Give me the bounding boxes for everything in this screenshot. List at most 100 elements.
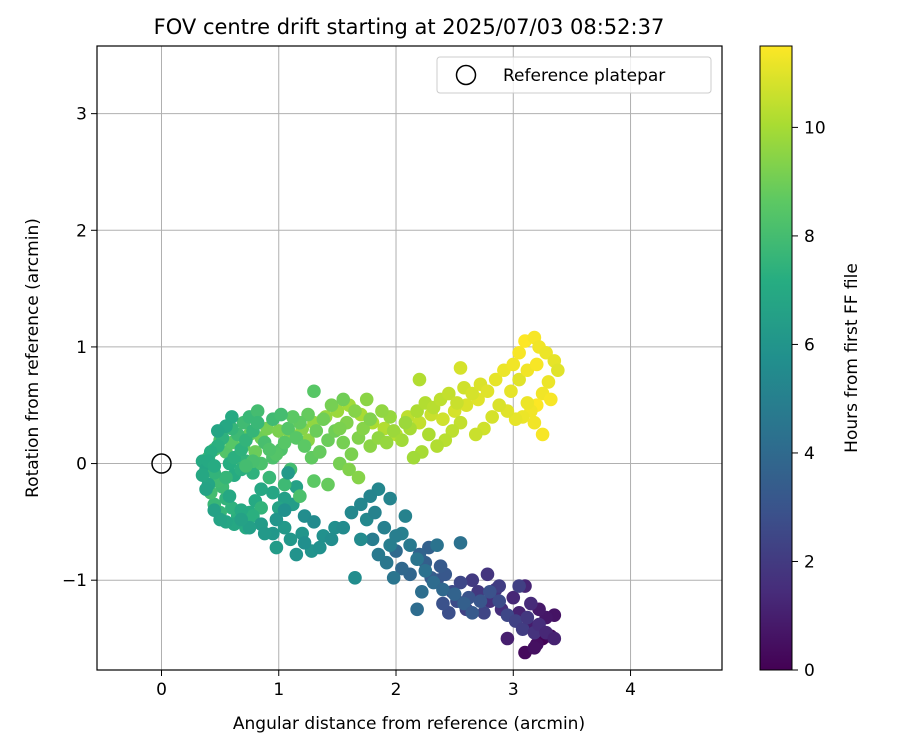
data-point — [281, 421, 295, 436]
data-point — [354, 497, 368, 512]
data-point — [415, 585, 429, 599]
data-point — [262, 470, 277, 485]
data-point — [436, 582, 450, 597]
data-point — [395, 433, 409, 448]
data-point — [210, 424, 225, 438]
y-tick-label: 3 — [76, 105, 87, 125]
data-point — [447, 587, 462, 601]
data-point — [441, 386, 456, 401]
x-tick-label: 1 — [273, 680, 284, 700]
data-point — [410, 552, 424, 566]
data-point — [436, 412, 450, 427]
data-point — [436, 596, 450, 611]
data-point — [430, 439, 444, 453]
data-point — [465, 606, 480, 620]
data-point — [297, 439, 312, 453]
data-point — [453, 361, 468, 375]
data-point — [426, 575, 441, 590]
colorbar-label: Hours from first FF file — [842, 263, 862, 453]
x-tick-label: 0 — [156, 680, 167, 700]
data-point — [234, 512, 249, 527]
data-point — [348, 404, 362, 418]
data-point — [344, 505, 359, 520]
data-point — [512, 579, 526, 593]
data-point — [375, 404, 389, 418]
data-point — [262, 442, 277, 457]
data-point — [207, 459, 222, 473]
data-point — [379, 435, 394, 450]
data-point — [547, 631, 562, 646]
data-point — [336, 435, 351, 450]
data-point — [465, 386, 480, 401]
data-point — [520, 610, 535, 625]
data-point — [535, 427, 550, 442]
data-point — [422, 427, 436, 442]
data-point — [336, 520, 351, 535]
data-point — [500, 631, 515, 646]
data-point — [254, 482, 268, 497]
data-point — [281, 466, 295, 480]
data-point — [386, 424, 401, 438]
data-point — [277, 503, 292, 518]
data-point — [348, 571, 362, 585]
data-point — [457, 596, 471, 611]
data-point — [309, 424, 324, 438]
y-tick-label: −1 — [62, 571, 87, 591]
data-point — [527, 415, 542, 430]
data-point — [506, 590, 521, 605]
data-point — [453, 536, 468, 550]
data-point — [297, 536, 312, 550]
data-point — [312, 540, 327, 555]
data-point — [477, 606, 491, 620]
data-point — [430, 538, 444, 552]
data-point — [342, 462, 356, 477]
data-point — [293, 489, 307, 504]
data-point — [365, 532, 380, 547]
data-point — [398, 509, 413, 523]
data-point — [412, 372, 427, 387]
data-point — [316, 412, 331, 427]
x-axis-label: Angular distance from reference (arcmin) — [233, 714, 585, 734]
legend-entry-reference-platepar: Reference platepar — [503, 66, 665, 86]
data-point — [321, 477, 335, 492]
data-point — [520, 396, 535, 410]
data-point — [354, 532, 368, 547]
data-points — [195, 330, 565, 660]
data-point — [199, 482, 213, 497]
data-point — [524, 596, 538, 611]
colorbar-tick-label: 10 — [804, 118, 826, 138]
data-point — [541, 375, 556, 389]
y-tick-label: 0 — [76, 455, 87, 475]
data-point — [386, 571, 401, 585]
data-point — [269, 540, 284, 555]
data-point — [389, 529, 403, 543]
data-point — [403, 538, 417, 552]
data-point — [368, 505, 382, 520]
x-tick-label: 2 — [391, 680, 402, 700]
data-point — [363, 412, 378, 427]
data-point — [398, 415, 413, 430]
colorbar-tick-label: 6 — [804, 335, 815, 355]
y-tick-label: 1 — [76, 338, 87, 358]
y-tick-label: 2 — [76, 221, 87, 241]
data-point — [336, 392, 351, 407]
data-point — [363, 489, 378, 504]
y-axis-label: Rotation from reference (arcmin) — [23, 218, 43, 498]
data-point — [307, 474, 321, 488]
data-point — [222, 489, 237, 504]
data-point — [406, 450, 421, 465]
data-point — [286, 410, 300, 424]
data-point — [492, 398, 507, 413]
reference-marker-group — [151, 453, 172, 474]
data-point — [312, 445, 327, 459]
data-point — [274, 407, 288, 422]
data-point — [506, 357, 521, 372]
chart-title: FOV centre drift starting at 2025/07/03 … — [154, 15, 665, 39]
data-point — [480, 567, 495, 582]
data-point — [480, 384, 495, 399]
data-point — [512, 345, 526, 360]
data-point — [234, 503, 249, 518]
colorbar-gradient — [759, 45, 793, 671]
data-point — [371, 547, 386, 562]
y-axis: −1 0 1 2 3 — [62, 105, 97, 591]
